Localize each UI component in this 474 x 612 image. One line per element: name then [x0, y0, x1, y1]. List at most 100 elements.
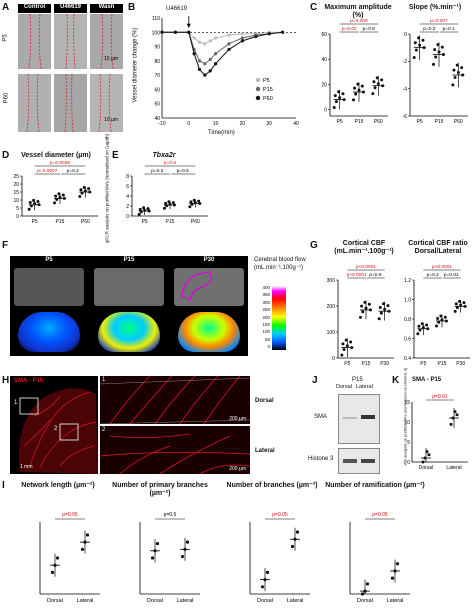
data-point — [203, 62, 207, 66]
data-point — [354, 92, 358, 96]
data-point — [78, 194, 82, 198]
data-point — [353, 86, 357, 90]
x-tick-label: P60 — [191, 219, 200, 225]
x-tick-label: -10 — [158, 121, 165, 127]
data-point — [88, 190, 92, 194]
scatter-c-slope: 0 -2 -4 -6 P5 P15 P60 p=0.007 p=0.2 p=0.1 — [403, 18, 468, 125]
data-point — [361, 310, 365, 314]
y-tick-label: 8 — [126, 174, 129, 180]
data-point — [463, 304, 467, 308]
data-point — [227, 47, 231, 52]
mri-p15 — [94, 268, 164, 306]
sma-whole-mount — [18, 388, 98, 474]
y-tick-label: 25 — [13, 174, 19, 180]
data-point — [422, 46, 426, 50]
p-value: p=0.01 — [444, 272, 459, 278]
h-title: SMA - P15 — [14, 378, 44, 384]
blot-histone — [338, 448, 380, 474]
p-value: p=0.0026 — [50, 160, 70, 166]
data-point — [208, 39, 212, 43]
data-point — [208, 57, 212, 62]
x-tick-label: 20 — [240, 121, 246, 127]
data-point — [423, 456, 427, 460]
dorsal-scale: 200 µm — [229, 416, 246, 422]
data-point — [197, 59, 202, 63]
x-tick-label: Lateral — [287, 598, 304, 604]
panel-letter-g: G — [310, 240, 318, 251]
panel-h-overview: SMA - P15 1 2 1 mm — [10, 376, 98, 474]
data-point — [365, 582, 370, 586]
data-point — [146, 207, 150, 211]
series-line-P60 — [162, 31, 283, 76]
band-sma-lateral — [361, 415, 375, 419]
data-point — [454, 302, 458, 306]
y-tick-label: 90 — [154, 45, 160, 51]
legend-label: P60 — [263, 96, 273, 102]
x-tick-label: P5 — [420, 361, 426, 367]
data-point — [412, 56, 416, 60]
drug-label-b: U46619 — [166, 6, 188, 12]
data-point — [390, 576, 395, 580]
zoom-dorsal: 200 µm 1 — [100, 376, 250, 424]
data-point — [425, 450, 429, 454]
f-header-p15: P15 — [92, 257, 166, 265]
title-cbf-ratio: Cortical CBF ratio Dorsal/Lateral — [408, 240, 468, 255]
cbf-map-p15 — [98, 312, 160, 352]
data-point — [137, 212, 141, 216]
p-value: p=0.009 — [350, 18, 368, 24]
x-tick-label: 10 — [213, 121, 219, 127]
x-tick-label: P5 — [32, 219, 38, 225]
data-point — [240, 36, 244, 40]
y-tick-label: 60 — [154, 87, 160, 93]
data-point — [455, 63, 459, 67]
data-point — [455, 306, 459, 310]
x-tick-label: Dorsal — [257, 598, 273, 604]
lateral-scale: 200 µm — [229, 466, 246, 472]
mri-p30 — [174, 268, 244, 306]
data-point — [453, 309, 457, 313]
data-point — [53, 201, 56, 205]
p-value: p=0.01 — [432, 394, 448, 400]
x-tick-label: Lateral — [387, 598, 404, 604]
x-tick-label: P5 — [337, 119, 343, 125]
x-tick-label: 0 — [187, 121, 190, 127]
data-point — [197, 40, 202, 44]
data-point — [338, 96, 342, 100]
data-point — [79, 188, 83, 192]
data-point — [153, 549, 157, 553]
data-point — [227, 33, 231, 37]
y-tick-label: 60 — [321, 32, 327, 38]
data-point — [337, 90, 341, 94]
j-title: P15 — [352, 377, 363, 383]
y-tick-label: 10 — [404, 420, 410, 426]
title-slope: Slope (%.min⁻¹) — [408, 4, 462, 11]
data-point — [395, 562, 400, 566]
box-2-label: 2 — [54, 426, 58, 432]
data-point — [363, 589, 367, 593]
y-tick-label: 100 — [152, 30, 161, 36]
data-point — [192, 52, 196, 56]
x-tick-label: P15 — [438, 361, 447, 367]
data-point — [171, 201, 175, 205]
data-point — [192, 198, 196, 202]
data-point — [189, 200, 193, 204]
panel-i-plots: Dorsal Lateral p=0.05 Dorsal Lateral p=0.5 Dor… — [39, 512, 410, 604]
data-point — [434, 55, 438, 59]
data-point — [356, 82, 360, 86]
i-title-3: Number of branches (µm⁻²) — [226, 482, 318, 489]
data-point — [83, 540, 87, 544]
data-point — [150, 556, 155, 560]
cb-tick: 100 — [262, 329, 270, 335]
data-point — [371, 92, 375, 96]
data-point — [82, 186, 86, 190]
colorbar — [272, 286, 286, 350]
data-point — [443, 315, 447, 319]
data-point — [173, 30, 177, 34]
panel-letter-d: D — [2, 150, 10, 161]
data-point — [413, 41, 417, 45]
p-value: p=0.007 — [430, 18, 448, 24]
data-point — [453, 75, 457, 79]
data-point — [341, 92, 345, 96]
title-vessel-diameter: Vessel diameter (µm) — [21, 152, 91, 159]
data-point — [342, 347, 346, 351]
